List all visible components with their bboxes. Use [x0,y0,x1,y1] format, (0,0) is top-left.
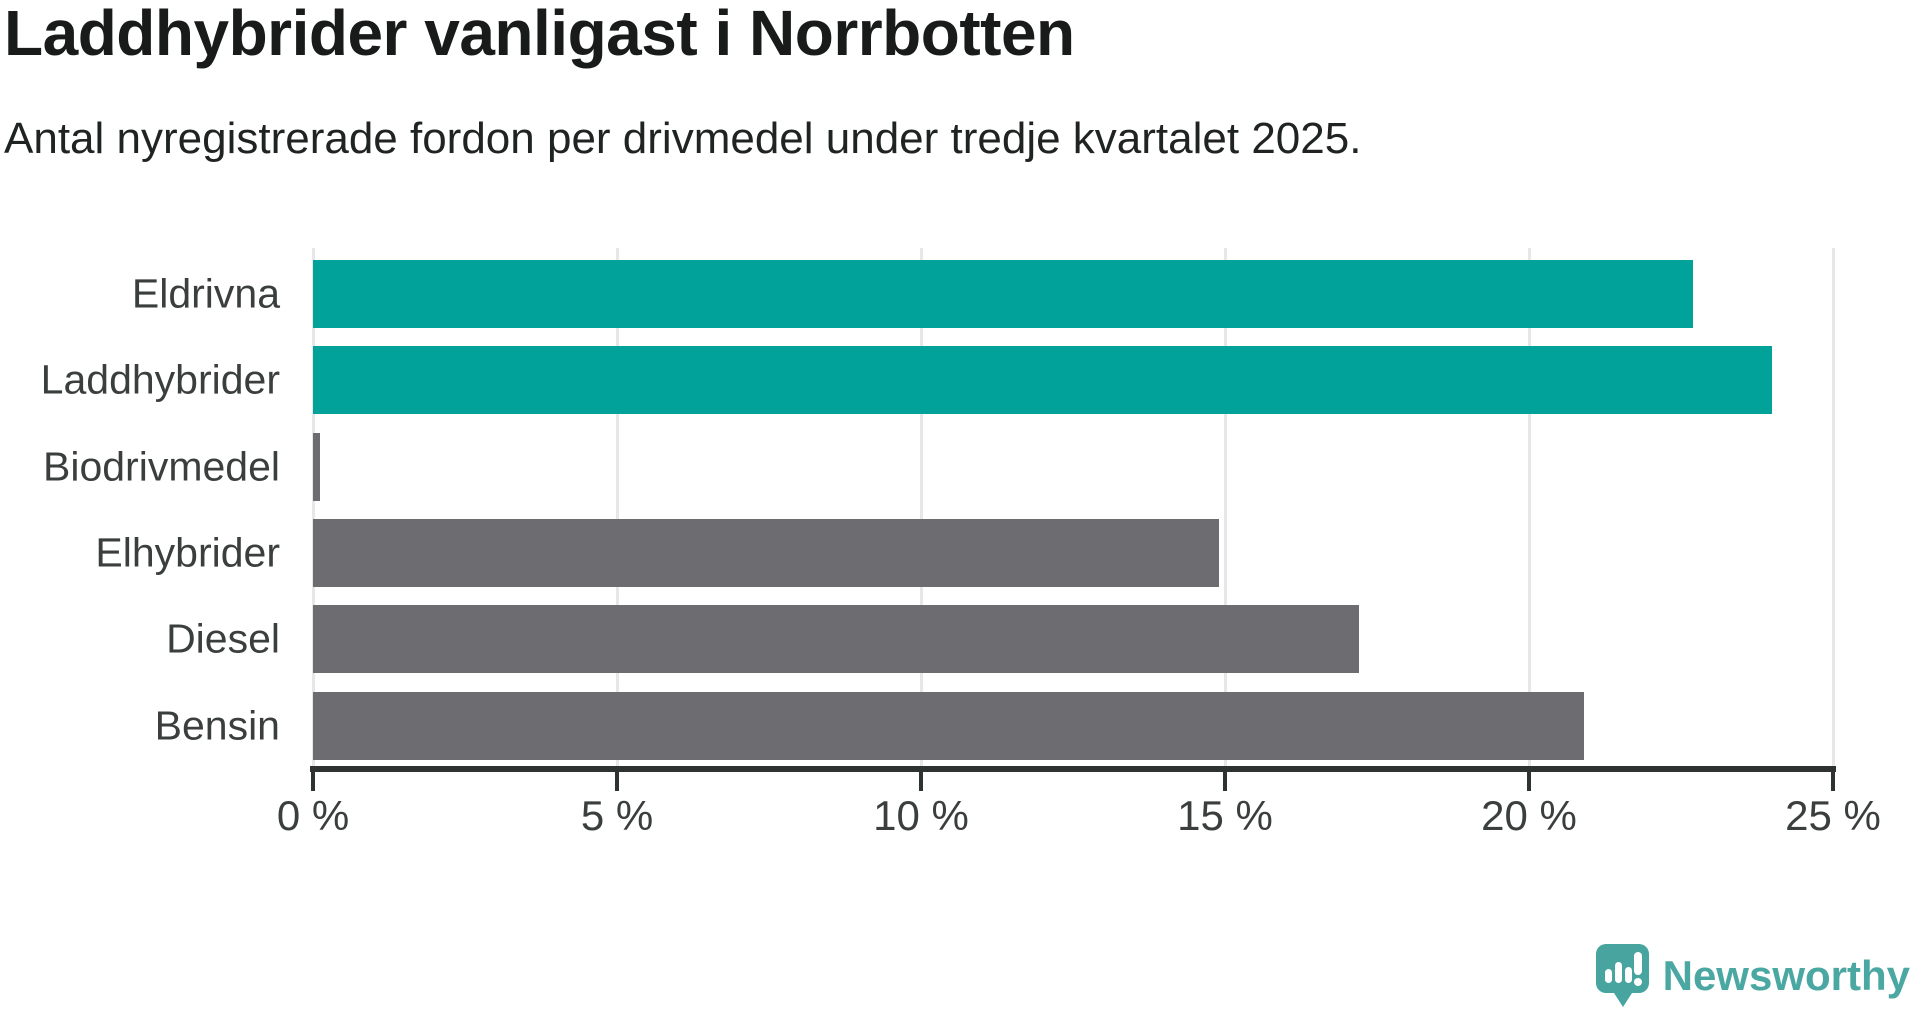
chart-title: Laddhybrider vanligast i Norrbotten [4,0,1075,69]
category-label: Laddhybrider [40,356,280,403]
bar-diesel [313,605,1359,674]
axis-tick [615,766,619,791]
category-label: Bensin [154,702,280,749]
x-tick-label: 0 % [276,792,350,839]
bar-biodrivmedel [313,432,320,501]
axis-tick [1527,766,1531,791]
axis-tick [311,766,315,791]
category-label: Biodrivmedel [43,443,280,490]
bar-elhybrider [313,518,1219,587]
category-label: Diesel [166,615,280,662]
x-tick-label: 25 % [1785,792,1881,839]
brand-name: Newsworthy [1662,952,1910,999]
bar-laddhybrider [313,346,1773,415]
axis-tick [919,766,923,791]
axis-tick [1223,766,1227,791]
category-label: Elhybrider [95,529,280,576]
bar-chart-plot-area [311,248,1835,768]
category-label: Eldrivna [131,270,280,317]
x-tick-label: 20 % [1481,792,1577,839]
axis-tick [1831,766,1835,791]
bar-bensin [313,691,1584,760]
brand-footer: Newsworthy [1595,944,1910,1008]
gridline [919,248,923,768]
gridline [311,248,315,768]
newsworthy-logo-icon [1595,944,1649,1007]
x-tick-label: 5 % [580,792,654,839]
bar-eldrivna [313,260,1694,328]
x-tick-label: 15 % [1177,792,1273,839]
x-axis-line [310,766,1836,772]
chart-subtitle: Antal nyregistrerade fordon per drivmede… [4,114,1362,163]
gridline [615,248,619,768]
gridline [1223,248,1227,768]
gridline [1527,248,1531,768]
gridline [1831,248,1835,768]
x-tick-label: 10 % [873,792,969,839]
